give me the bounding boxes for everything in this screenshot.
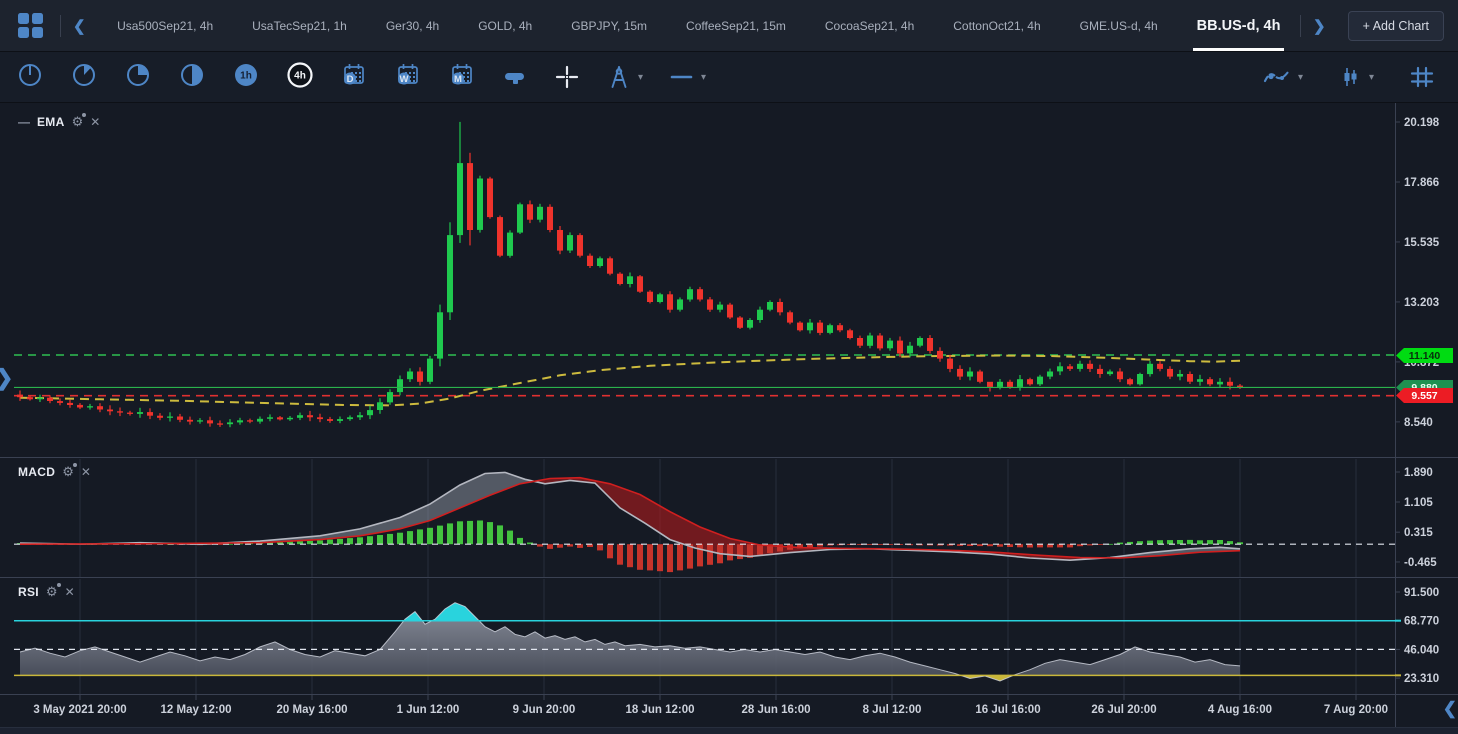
timeframe-group: 1h 4h D W M — [16, 61, 476, 94]
rsi-settings-gear-icon[interactable]: ⚙ — [46, 583, 61, 600]
timeframe-1W-icon[interactable]: W — [394, 61, 422, 94]
macd-settings-gear-icon[interactable]: ⚙ — [62, 463, 77, 480]
chevron-down-icon: ▾ — [638, 71, 644, 83]
tab-usa500sep21[interactable]: Usa500Sep21, 4h — [117, 18, 214, 33]
time-axis-label: 8 Jul 12:00 — [863, 704, 922, 716]
timeframe-5m-icon[interactable] — [70, 61, 98, 94]
indicator-label-macd: MACD — [18, 465, 56, 479]
collapse-panel-icon[interactable]: — — [18, 115, 30, 129]
bottom-strip — [0, 728, 1458, 734]
time-axis-label: 7 Aug 20:00 — [1324, 704, 1388, 716]
time-axis-label: 16 Jul 16:00 — [975, 704, 1040, 716]
svg-text:D: D — [347, 74, 354, 85]
chart-type-candles-icon[interactable]: ▾ — [1337, 64, 1374, 90]
time-axis-label: 12 May 12:00 — [161, 704, 232, 716]
line-tool-icon[interactable]: ▾ — [669, 64, 706, 90]
tick-chart-icon[interactable] — [502, 64, 528, 90]
indicator-label-rsi: RSI — [18, 585, 39, 599]
ema-close-icon[interactable]: ✕ — [90, 115, 101, 129]
add-chart-button[interactable]: + Add Chart — [1347, 10, 1444, 41]
tab-gold[interactable]: GOLD, 4h — [478, 18, 533, 33]
rsi-close-icon[interactable]: ✕ — [64, 585, 75, 599]
chart-area[interactable]: 20.19817.86615.53513.20310.8728.5401.890… — [0, 103, 1458, 734]
svg-text:0.315: 0.315 — [1404, 527, 1433, 539]
time-axis-label: 18 Jun 12:00 — [625, 704, 694, 716]
svg-text:15.535: 15.535 — [1404, 237, 1440, 249]
tab-cocoasep21[interactable]: CocoaSep21, 4h — [824, 18, 915, 33]
svg-text:M: M — [454, 74, 462, 85]
time-axis-label: 28 Jun 16:00 — [741, 704, 810, 716]
grid-settings-icon[interactable] — [1408, 64, 1436, 90]
time-axis-label: 3 May 2021 20:00 — [33, 704, 126, 716]
timeframe-1m-icon[interactable] — [16, 61, 44, 94]
rsi-indicator-row: RSI ⚙ ✕ — [18, 583, 75, 600]
svg-text:13.203: 13.203 — [1404, 297, 1439, 309]
svg-text:91.500: 91.500 — [1404, 587, 1439, 599]
ema-indicator-row: — EMA ⚙ ✕ — [18, 113, 101, 130]
svg-text:8.540: 8.540 — [1404, 417, 1433, 429]
svg-text:1h: 1h — [240, 70, 252, 81]
svg-text:1.890: 1.890 — [1404, 467, 1433, 479]
tab-usatecsep21[interactable]: UsaTecSep21, 1h — [252, 18, 347, 33]
timeframe-1D-icon[interactable]: D — [340, 61, 368, 94]
chart-toolbar: 1h 4h D W M ▾ ▾ ▾ ▾ — [0, 52, 1458, 103]
right-tool-group: ▾ ▾ — [1262, 64, 1436, 90]
time-axis-label: 26 Jul 20:00 — [1091, 704, 1156, 716]
tabbar-divider-right — [1300, 14, 1302, 37]
timeframe-4h-icon[interactable]: 4h — [286, 61, 314, 94]
apps-grid-icon[interactable] — [18, 12, 44, 39]
tabs-scroll-right-icon[interactable]: ❯ — [1313, 17, 1326, 35]
collapse-axis-icon[interactable]: ❮ — [1442, 699, 1457, 718]
timeframe-1M-icon[interactable]: M — [448, 61, 476, 94]
svg-text:23.310: 23.310 — [1404, 673, 1439, 685]
indicators-icon[interactable]: ▾ — [1262, 64, 1303, 90]
timeframe-1h-icon[interactable]: 1h — [232, 61, 260, 94]
chart-tabbar: ❮ Usa500Sep21, 4h UsaTecSep21, 1h Ger30, 4… — [0, 0, 1458, 52]
scroll-chart-left-icon[interactable]: ❯ — [0, 365, 13, 391]
chart-canvas[interactable]: 20.19817.86615.53513.20310.8728.5401.890… — [0, 103, 1458, 728]
crosshair-icon[interactable] — [554, 64, 580, 90]
tab-coffeesep21[interactable]: CoffeeSep21, 15m — [686, 18, 786, 33]
svg-text:68.770: 68.770 — [1404, 616, 1439, 628]
svg-text:-0.465: -0.465 — [1404, 557, 1437, 569]
svg-text:W: W — [400, 74, 409, 85]
chevron-down-icon: ▾ — [701, 71, 707, 83]
timeframe-30m-icon[interactable] — [178, 61, 206, 94]
timeframe-15m-icon[interactable] — [124, 61, 152, 94]
time-axis-label: 1 Jun 12:00 — [397, 704, 460, 716]
indicator-label-ema: EMA — [37, 115, 65, 129]
tab-list: Usa500Sep21, 4h UsaTecSep21, 1h Ger30, 4h G… — [98, 0, 1300, 51]
chevron-down-icon: ▾ — [1368, 71, 1374, 83]
tab-cottonoct21[interactable]: CottonOct21, 4h — [953, 18, 1041, 33]
svg-text:17.866: 17.866 — [1404, 177, 1439, 189]
tab-gbpjpy[interactable]: GBPJPY, 15m — [571, 18, 648, 33]
time-axis-label: 9 Jun 20:00 — [513, 704, 576, 716]
time-axis-label: 4 Aug 16:00 — [1208, 704, 1272, 716]
chevron-down-icon: ▾ — [1297, 71, 1303, 83]
svg-text:46.040: 46.040 — [1404, 644, 1439, 656]
tab-ger30[interactable]: Ger30, 4h — [385, 18, 440, 33]
tab-bb.us-d[interactable]: BB.US-d, 4h — [1189, 0, 1289, 51]
price-tag-11.140: 11.140 — [1396, 348, 1453, 363]
price-tag-9.557: 9.557 — [1396, 388, 1453, 403]
tabbar-divider — [60, 14, 61, 37]
svg-text:4h: 4h — [294, 70, 306, 81]
tab-gme.us-d[interactable]: GME.US-d, 4h — [1079, 18, 1158, 33]
svg-text:20.198: 20.198 — [1404, 117, 1440, 129]
svg-text:1.105: 1.105 — [1404, 497, 1433, 509]
drawing-tools-icon[interactable]: ▾ — [606, 64, 643, 90]
tabs-scroll-left-icon[interactable]: ❮ — [73, 17, 86, 35]
ema-settings-gear-icon[interactable]: ⚙ — [72, 113, 87, 130]
macd-indicator-row: MACD ⚙ ✕ — [18, 463, 91, 480]
time-axis-label: 20 May 16:00 — [277, 704, 348, 716]
macd-close-icon[interactable]: ✕ — [80, 465, 91, 479]
